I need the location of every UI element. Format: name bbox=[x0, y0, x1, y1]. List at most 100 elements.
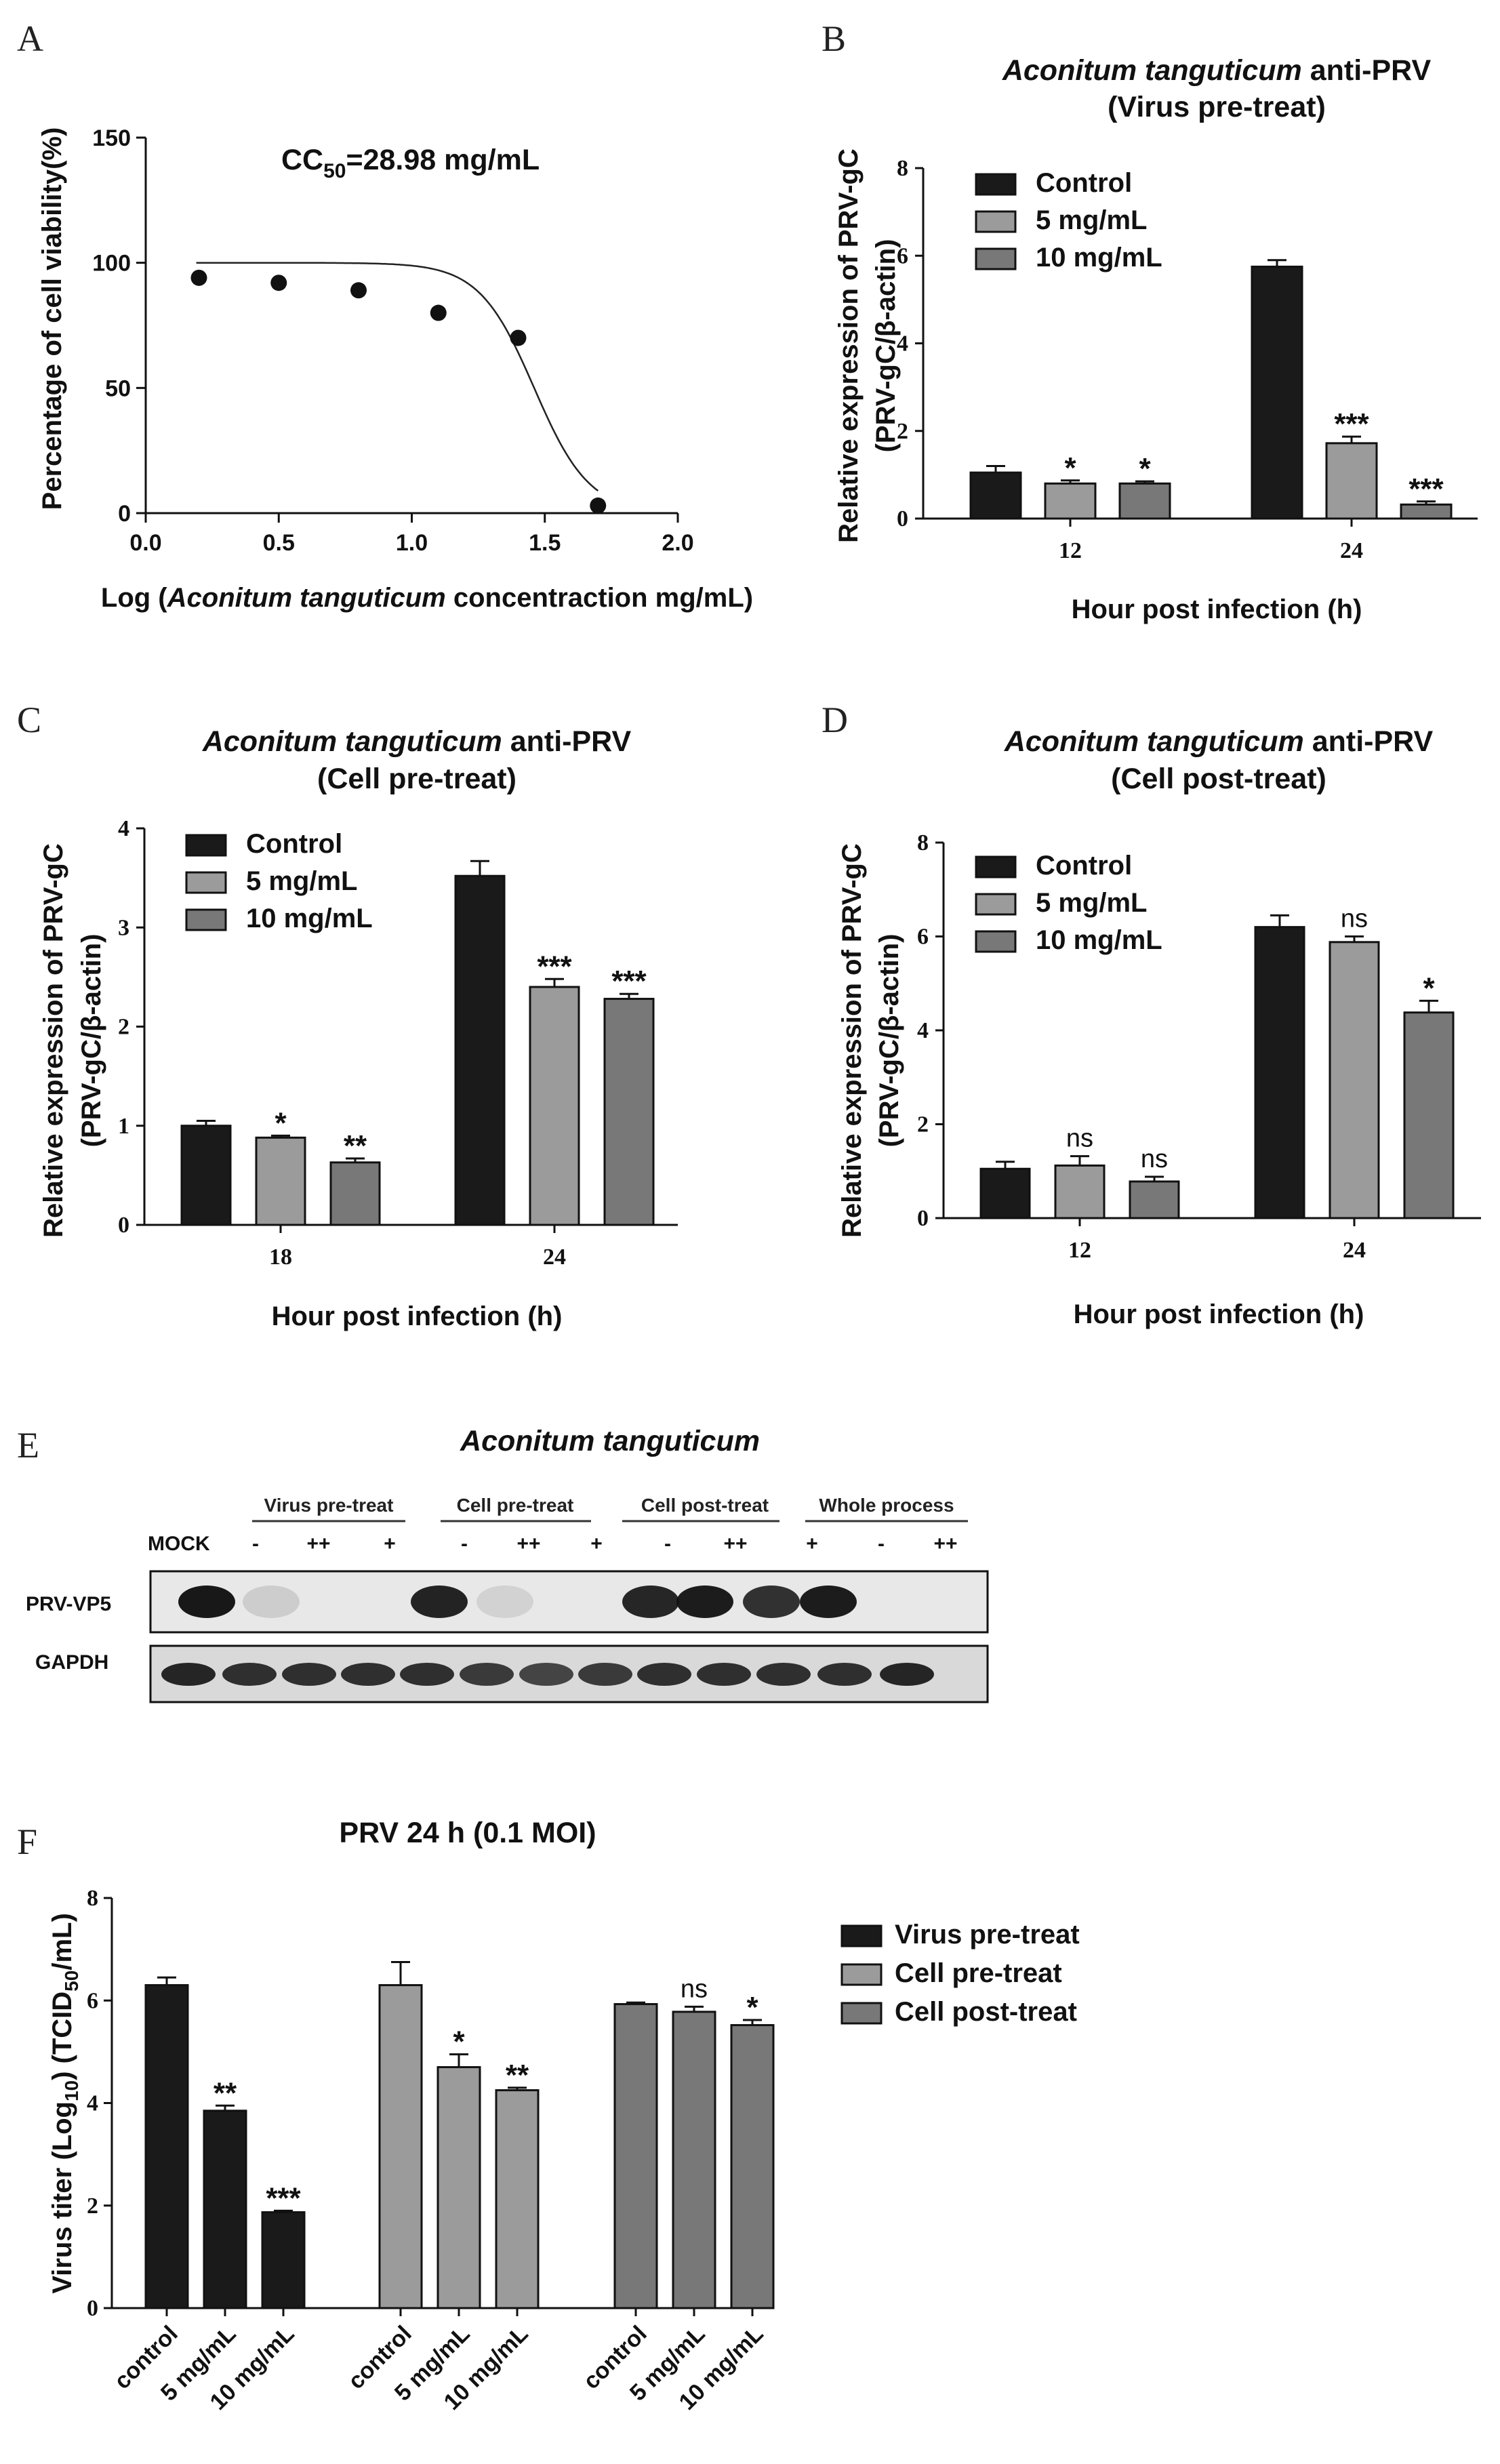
chart-a-x-tick-label: 0.0 bbox=[129, 530, 161, 556]
bar bbox=[1118, 482, 1171, 520]
chart-f-bar bbox=[437, 2066, 481, 2309]
chart-b-title: Aconitum tanguticum anti-PRV bbox=[1002, 54, 1432, 87]
chart-f-legend-swatch bbox=[840, 1963, 883, 1986]
legend-swatch bbox=[185, 871, 227, 894]
y-tick-label: 2 bbox=[897, 419, 908, 444]
wb-bands bbox=[161, 1586, 934, 1686]
y-tick-label: 0 bbox=[897, 506, 908, 531]
wb-band-gapdh bbox=[519, 1663, 573, 1686]
chart-d-ylabel-line1: Relative expression of PRV-gC bbox=[837, 843, 867, 1238]
legend-swatch bbox=[185, 908, 227, 931]
x-tick-label: 24 bbox=[543, 1245, 566, 1270]
legend-label: 10 mg/mL bbox=[1036, 925, 1162, 955]
wb-lane-sign: ++ bbox=[723, 1533, 747, 1555]
chart-a-y-tick-label: 150 bbox=[92, 125, 131, 151]
bar bbox=[979, 1167, 1031, 1219]
chart-f-y-tick-label: 0 bbox=[87, 2296, 98, 2321]
western-blot: Aconitum tanguticum Virus pre-treat Cell… bbox=[26, 1425, 989, 1703]
chart-a-points bbox=[190, 269, 607, 514]
x-tick-label: 12 bbox=[1068, 1238, 1091, 1263]
significance-label: * bbox=[275, 1106, 287, 1139]
bar bbox=[180, 1125, 232, 1226]
chart-a: CC50=28.98 mg/mL 0 50 100 150 0.0 0.5 1.0 1.5 2.… bbox=[37, 125, 753, 613]
chart-a-data-point bbox=[190, 269, 207, 286]
wb-lane-sign: - bbox=[461, 1533, 468, 1555]
chart-a-ylabel: Percentage of cell viability(%) bbox=[37, 127, 67, 510]
chart-f-legend-swatch bbox=[840, 1924, 883, 1947]
chart-a-y-tick-label: 100 bbox=[92, 251, 131, 277]
bar bbox=[1054, 1164, 1106, 1219]
bar bbox=[1044, 482, 1097, 520]
chart-f-legend-label: Cell pre-treat bbox=[895, 1958, 1062, 1988]
chart-f-significance-label: ** bbox=[506, 2059, 529, 2092]
panel-label-d: D bbox=[822, 700, 848, 740]
y-tick-label: 2 bbox=[917, 1112, 929, 1137]
ns-label: ns bbox=[1066, 1125, 1093, 1153]
panel-label-b: B bbox=[822, 18, 846, 59]
legend-label: Control bbox=[246, 829, 342, 859]
significance-label: *** bbox=[537, 950, 572, 983]
chart-b-ylabel-line1: Relative expression of PRV-gC bbox=[834, 148, 864, 543]
bar bbox=[1325, 442, 1378, 520]
y-tick-label: 6 bbox=[897, 243, 908, 268]
wb-group-label-whole-process: Whole process bbox=[819, 1495, 954, 1516]
chart-d: Aconitum tanguticum anti-PRV (Cell post-… bbox=[837, 725, 1481, 1329]
chart-b: Aconitum tanguticum anti-PRV (Virus pre-… bbox=[834, 54, 1478, 624]
wb-band-gapdh bbox=[578, 1663, 632, 1686]
legend-swatch bbox=[975, 173, 1017, 196]
bar bbox=[454, 874, 506, 1226]
panel-label-c: C bbox=[17, 700, 41, 740]
chart-a-x-tick-label: 1.0 bbox=[396, 530, 428, 556]
chart-b-xlabel: Hour post infection (h) bbox=[1072, 594, 1362, 624]
chart-f-significance-label: ** bbox=[214, 2076, 237, 2109]
y-tick-label: 6 bbox=[917, 925, 929, 950]
chart-f-bar bbox=[144, 1984, 189, 2309]
chart-f-bar bbox=[203, 2109, 247, 2309]
wb-lane-sign: + bbox=[806, 1533, 818, 1555]
chart-a-data-point bbox=[510, 329, 527, 346]
significance-label: * bbox=[1064, 451, 1076, 485]
legend-label: Control bbox=[1036, 851, 1132, 881]
chart-f-y-tick-label: 8 bbox=[87, 1886, 98, 1911]
chart-a-fit-curve bbox=[196, 262, 599, 491]
chart-f-significance-label: * bbox=[453, 2025, 465, 2059]
chart-a-fit-line bbox=[196, 262, 599, 491]
wb-band-gapdh bbox=[222, 1663, 277, 1686]
chart-b-subtitle: (Virus pre-treat) bbox=[1108, 91, 1326, 123]
chart-d-xlabel: Hour post infection (h) bbox=[1074, 1299, 1364, 1329]
chart-d-title: Aconitum tanguticum anti-PRV bbox=[1004, 725, 1434, 758]
y-tick-label: 0 bbox=[917, 1206, 929, 1231]
wb-lane-sign: ++ bbox=[306, 1533, 330, 1555]
bar bbox=[969, 471, 1022, 520]
wb-band-gapdh bbox=[400, 1663, 454, 1686]
wb-group-label-virus-pre-treat: Virus pre-treat bbox=[264, 1495, 394, 1516]
bar bbox=[603, 998, 655, 1226]
chart-c-ylabel-line1: Relative expression of PRV-gC bbox=[39, 843, 68, 1238]
x-tick-label: 24 bbox=[1340, 538, 1363, 563]
bar bbox=[1400, 503, 1453, 520]
wb-lane-sign: - bbox=[878, 1533, 885, 1555]
legend-label: Control bbox=[1036, 168, 1132, 198]
wb-group-label-cell-post-treat: Cell post-treat bbox=[641, 1495, 769, 1516]
chart-c-subtitle: (Cell pre-treat) bbox=[317, 763, 516, 795]
bar bbox=[529, 986, 580, 1226]
chart-c-title: Aconitum tanguticum anti-PRV bbox=[202, 725, 632, 758]
chart-f-bar bbox=[495, 2089, 540, 2309]
chart-a-data-point bbox=[270, 275, 287, 291]
wb-band-prv-vp5 bbox=[743, 1586, 800, 1618]
significance-label: ** bbox=[344, 1129, 367, 1163]
chart-f-legend-label: Cell post-treat bbox=[895, 1997, 1077, 2027]
chart-a-data-point bbox=[430, 304, 447, 321]
wb-band-prv-vp5 bbox=[411, 1586, 468, 1618]
wb-row-label-gapdh: GAPDH bbox=[35, 1651, 108, 1674]
wb-band-prv-vp5 bbox=[243, 1586, 300, 1618]
panel-label-a: A bbox=[17, 18, 43, 59]
bar bbox=[1254, 926, 1305, 1219]
chart-a-x-tick-label: 0.5 bbox=[263, 530, 295, 556]
legend-swatch bbox=[975, 893, 1017, 916]
legend-swatch bbox=[185, 834, 227, 857]
